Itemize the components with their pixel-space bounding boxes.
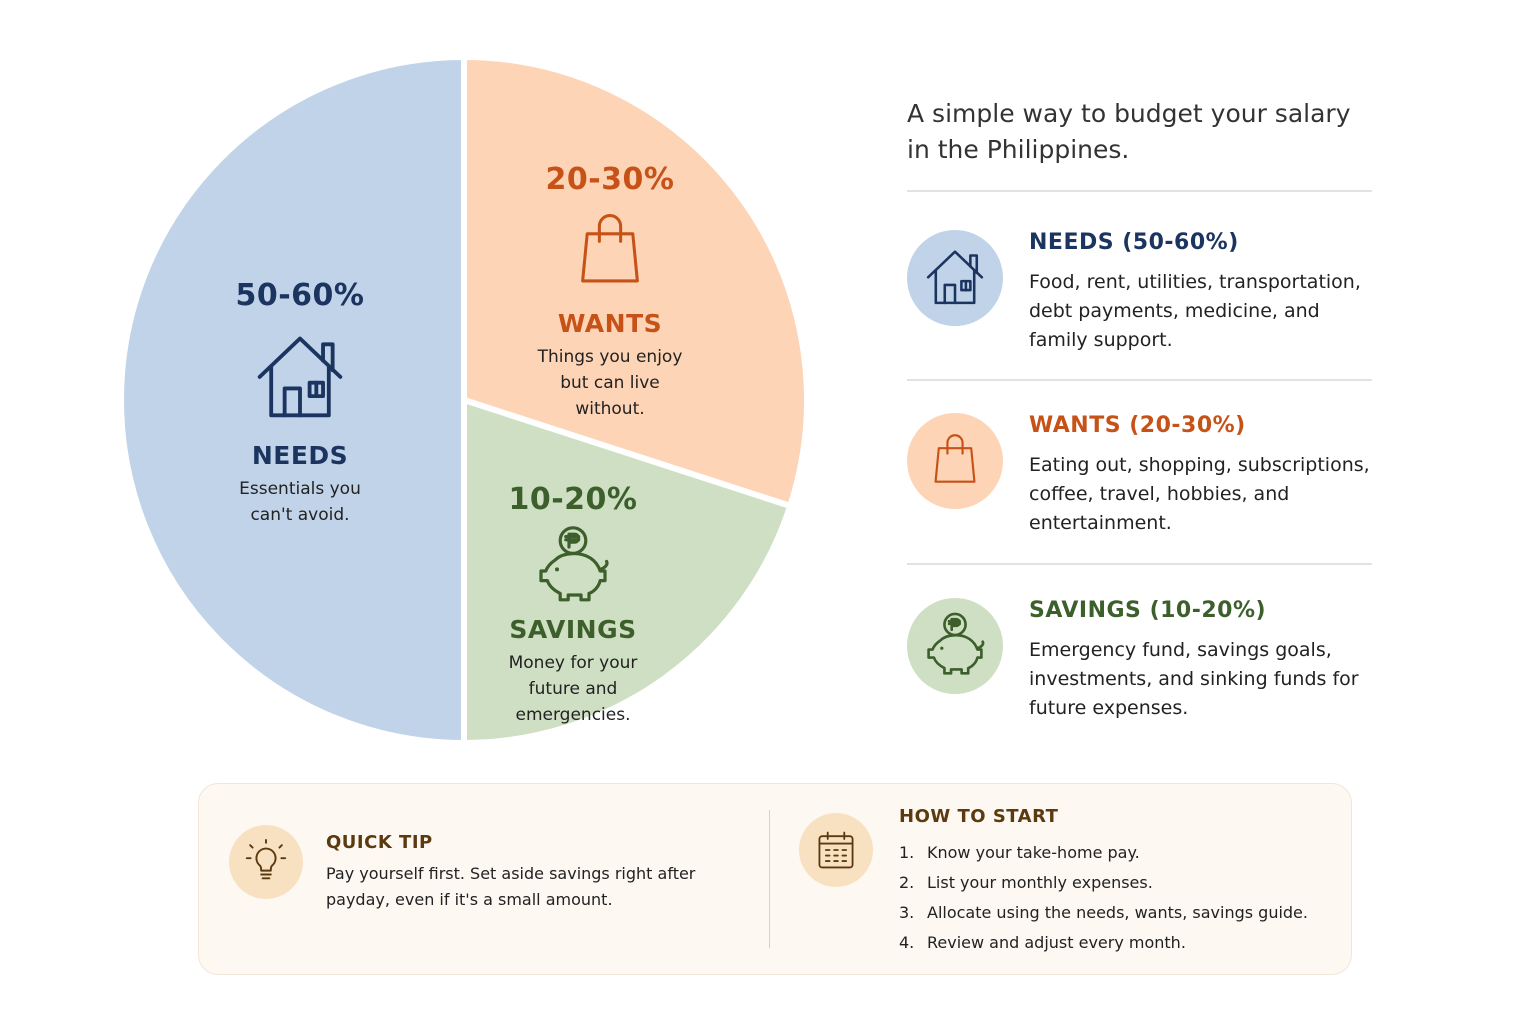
legend-needs-title: NEEDS (50-60%) — [1029, 230, 1239, 255]
tips-separator — [769, 810, 770, 948]
lightbulb-icon — [242, 838, 290, 886]
how-to-start-steps: 1. Know your take-home pay. 2. List your m… — [899, 840, 1308, 960]
wants-percentage: 20-30% — [545, 162, 675, 197]
needs-description: Essentials you can't avoid. — [239, 479, 361, 525]
legend-savings-description: Emergency fund, savings goals, investmen… — [1029, 639, 1359, 719]
legend-item-needs: NEEDS (50-60%) Food, rent, utilities, tr… — [907, 230, 1377, 360]
house-icon — [923, 244, 987, 308]
legend-savings-circle — [907, 598, 1003, 694]
step-text: Know your take-home pay. — [927, 843, 1140, 862]
legend-item-savings: SAVINGS (10-20%) Emergency fund, savings… — [907, 598, 1377, 728]
pie-label-savings: 10-20% SAVINGS Money for your future and… — [453, 482, 693, 728]
divider — [907, 190, 1372, 192]
wants-description: Things you enjoy but can live without. — [537, 347, 683, 419]
shopping-bag-icon — [572, 207, 648, 291]
legend-wants-description: Eating out, shopping, subscriptions, cof… — [1029, 454, 1370, 534]
pie-label-wants: 20-30% WANTS Things you enjoy but can li… — [490, 162, 730, 422]
pie-slice-needs — [118, 54, 467, 746]
piggy-bank-icon — [533, 523, 613, 603]
divider — [907, 379, 1372, 381]
legend-savings-title: SAVINGS (10-20%) — [1029, 598, 1267, 623]
quick-tip-text: Pay yourself first. Set aside savings ri… — [326, 864, 696, 909]
savings-description: Money for your future and emergencies. — [508, 653, 638, 725]
how-to-start-title: HOW TO START — [899, 806, 1059, 827]
step-text: Allocate using the needs, wants, savings… — [927, 903, 1308, 922]
savings-percentage: 10-20% — [508, 482, 638, 517]
step-item: 4. Review and adjust every month. — [899, 930, 1308, 960]
step-item: 1. Know your take-home pay. — [899, 840, 1308, 870]
step-number: 3. — [899, 903, 915, 922]
step-text: Review and adjust every month. — [927, 933, 1186, 952]
savings-label: SAVINGS — [509, 615, 637, 644]
step-item: 3. Allocate using the needs, wants, savin… — [899, 900, 1308, 930]
intro-text: A simple way to budget your salary in th… — [907, 99, 1351, 164]
calendar-icon-circle — [799, 813, 873, 887]
step-number: 2. — [899, 873, 915, 892]
needs-percentage: 50-60% — [235, 278, 365, 313]
tips-panel: QUICK TIP Pay yourself first. Set aside … — [198, 783, 1352, 975]
needs-label: NEEDS — [251, 441, 349, 470]
legend-item-wants: WANTS (20-30%) Eating out, shopping, sub… — [907, 413, 1377, 543]
step-item: 2. List your monthly expenses. — [899, 870, 1308, 900]
pie-label-needs: 50-60% NEEDS Essentials you can't avoid. — [180, 278, 420, 528]
legend-needs-circle — [907, 230, 1003, 326]
legend-needs-description: Food, rent, utilities, transportation, d… — [1029, 271, 1361, 351]
piggy-bank-icon — [922, 610, 988, 676]
legend-wants-circle — [907, 413, 1003, 509]
pie-slice-savings — [461, 397, 794, 746]
lightbulb-icon-circle — [229, 825, 303, 899]
legend-wants-title: WANTS (20-30%) — [1029, 413, 1246, 438]
divider — [907, 563, 1372, 565]
wants-label: WANTS — [557, 309, 663, 338]
calendar-icon — [813, 827, 859, 873]
quick-tip-title: QUICK TIP — [326, 832, 433, 853]
shopping-bag-icon — [928, 430, 982, 488]
step-text: List your monthly expenses. — [927, 873, 1153, 892]
step-number: 4. — [899, 933, 915, 952]
step-number: 1. — [899, 843, 915, 862]
house-icon — [252, 327, 348, 423]
